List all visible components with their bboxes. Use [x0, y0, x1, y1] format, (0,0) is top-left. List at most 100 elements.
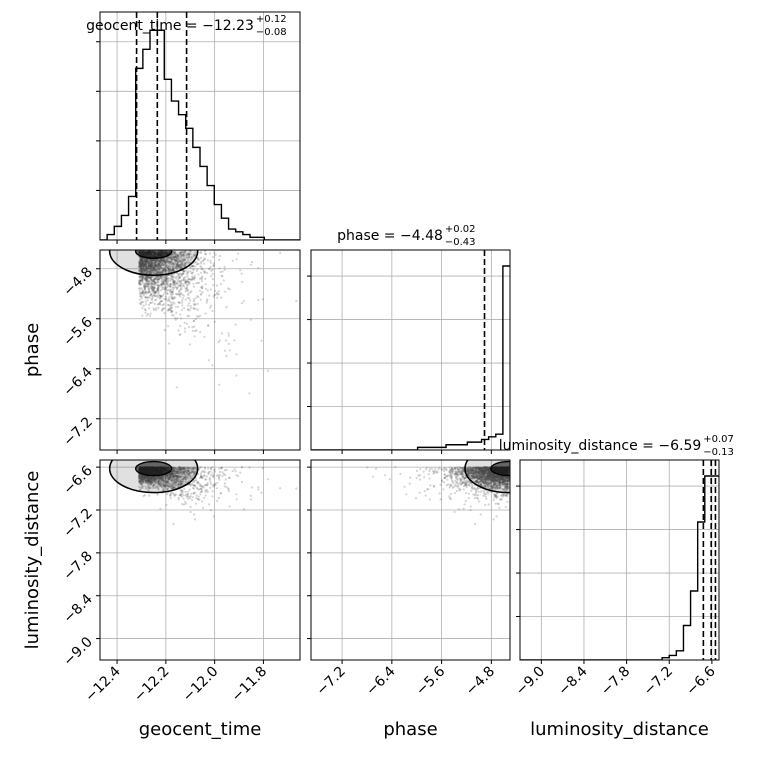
- sample-point: [149, 301, 152, 304]
- sample-point: [203, 262, 206, 265]
- sample-point: [149, 260, 153, 263]
- sample-point: [181, 301, 184, 304]
- sample-point: [140, 260, 143, 263]
- sample-point: [183, 270, 186, 273]
- sample-point: [144, 271, 147, 274]
- sample-point: [204, 312, 207, 315]
- sample-point: [147, 260, 150, 264]
- sample-point: [188, 472, 191, 475]
- sample-point: [161, 278, 164, 281]
- sample-point: [164, 262, 167, 265]
- sample-point: [142, 304, 145, 307]
- sample-point: [140, 268, 143, 271]
- sample-point: [174, 258, 177, 261]
- sample-point: [165, 265, 168, 268]
- sample-point: [169, 311, 172, 314]
- sample-point: [151, 283, 154, 286]
- sample-point: [193, 253, 196, 256]
- sample-point: [145, 276, 149, 279]
- sample-point: [163, 278, 166, 281]
- sample-point: [154, 264, 157, 267]
- sample-point: [188, 252, 191, 255]
- sample-point: [154, 265, 157, 268]
- sample-point: [242, 508, 245, 511]
- sample-point: [149, 268, 152, 271]
- sample-point: [181, 253, 184, 257]
- sample-point: [186, 273, 189, 276]
- sample-point: [204, 252, 207, 256]
- sample-point: [173, 280, 176, 283]
- sample-point: [150, 265, 153, 268]
- sample-point: [207, 467, 210, 470]
- sample-point: [147, 281, 150, 284]
- sample-point: [188, 309, 191, 312]
- sample-point: [146, 261, 149, 265]
- sample-point: [141, 292, 144, 295]
- sample-point: [189, 299, 192, 302]
- sample-point: [156, 288, 159, 292]
- sample-point: [175, 257, 178, 260]
- sample-point: [168, 270, 171, 273]
- sample-point: [148, 265, 152, 268]
- sample-point: [153, 263, 156, 267]
- sample-point: [143, 262, 146, 266]
- sample-point: [175, 282, 178, 285]
- sample-point: [205, 299, 209, 302]
- sample-point: [163, 266, 166, 270]
- sample-point: [171, 257, 174, 260]
- sample-point: [153, 286, 156, 289]
- sample-point: [161, 269, 164, 272]
- sample-point: [152, 272, 155, 275]
- x-axis-label-geocent_time: geocent_time: [139, 719, 262, 740]
- sample-point: [195, 502, 198, 505]
- panel-content: [100, 12, 300, 240]
- sample-point: [172, 269, 175, 272]
- sample-point: [183, 250, 186, 253]
- sample-point: [174, 252, 177, 255]
- sample-point: [187, 256, 190, 259]
- sample-point: [159, 267, 162, 270]
- sample-point: [150, 298, 153, 301]
- sample-point: [153, 268, 156, 271]
- sample-point: [140, 262, 144, 265]
- sample-point: [193, 325, 196, 328]
- sample-point: [209, 259, 212, 262]
- sample-point: [150, 260, 153, 263]
- sample-point: [175, 258, 178, 261]
- sample-point: [191, 326, 194, 329]
- density-contour: [108, 250, 199, 277]
- sample-point: [143, 259, 146, 262]
- sample-point: [147, 279, 151, 283]
- sample-point: [193, 276, 196, 279]
- sample-point: [146, 479, 149, 482]
- sample-point: [176, 260, 179, 264]
- sample-point: [143, 285, 146, 288]
- sample-point: [179, 293, 182, 296]
- sample-point: [154, 298, 158, 301]
- sample-point: [158, 297, 161, 300]
- sample-point: [156, 283, 159, 286]
- sample-point: [204, 483, 207, 487]
- sample-point: [187, 283, 190, 286]
- sample-point: [163, 267, 166, 270]
- sample-point: [160, 300, 163, 303]
- sample-point: [240, 272, 243, 275]
- sample-point: [161, 271, 164, 274]
- sample-point: [161, 308, 164, 311]
- sample-point: [181, 264, 184, 267]
- sample-point: [169, 263, 172, 266]
- sample-point: [152, 308, 156, 311]
- sample-point: [145, 278, 148, 281]
- sample-point: [167, 283, 170, 286]
- sample-point: [140, 268, 143, 272]
- sample-point: [198, 258, 201, 261]
- sample-point: [167, 267, 170, 270]
- sample-point: [150, 275, 154, 278]
- sample-point: [150, 285, 153, 288]
- sample-point: [158, 260, 161, 263]
- sample-point: [138, 279, 141, 282]
- sample-point: [249, 263, 252, 266]
- sample-point: [183, 261, 186, 265]
- sample-point: [204, 283, 207, 286]
- sample-point: [154, 264, 157, 267]
